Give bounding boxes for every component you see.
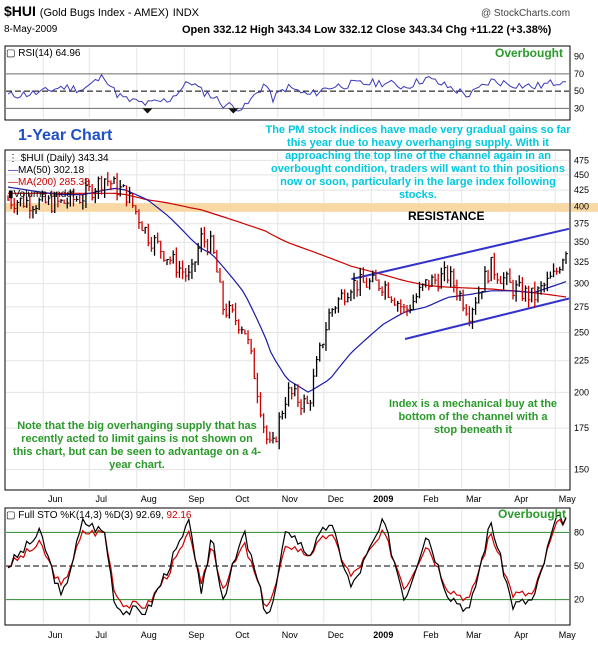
y-tick-label: 225	[574, 356, 589, 366]
x-tick-label-sto: Feb	[423, 630, 439, 640]
index-name: (Gold Bugs Index - AMEX)	[39, 7, 169, 19]
y-tick-label: 425	[574, 185, 589, 195]
x-tick-label: Aug	[141, 494, 157, 504]
x-tick-label-sto: Oct	[235, 630, 250, 640]
rsi-tick-label: 50	[574, 86, 584, 96]
sto-tick-label: 80	[574, 527, 584, 537]
rsi-line	[7, 73, 567, 112]
x-tick-label-sto: 2009	[373, 630, 393, 640]
rsi-tick-label: 30	[574, 103, 584, 113]
x-tick-label-sto: Jun	[48, 630, 63, 640]
rsi-oversold-marker	[142, 108, 153, 114]
sto-tick-label: 50	[574, 561, 584, 571]
symbol: $HUI	[4, 3, 36, 19]
x-tick-label-sto: Sep	[188, 630, 204, 640]
sto-tick-label: 20	[574, 595, 584, 605]
sto-label: ▢ Full STO %K(14,3) %D(3) 92.69, 92.16	[6, 510, 191, 521]
y-tick-label: 450	[574, 170, 589, 180]
x-tick-label: Jul	[95, 494, 107, 504]
y-tick-label: 325	[574, 257, 589, 267]
x-tick-label-sto: May	[559, 630, 577, 640]
x-tick-label-sto: Apr	[514, 630, 528, 640]
legend-volume: ▮Volume undef	[8, 189, 75, 200]
legend-ma50: —MA(50) 302.18	[8, 165, 85, 176]
y-tick-label: 275	[574, 302, 589, 312]
legend-ma200: —MA(200) 285.38	[8, 177, 90, 188]
x-tick-label: Apr	[514, 494, 528, 504]
rsi-overbought: Overbought	[495, 46, 563, 60]
x-tick-label: Jun	[48, 494, 63, 504]
x-tick-label-sto: Mar	[466, 630, 482, 640]
y-tick-label: 175	[574, 423, 589, 433]
y-tick-label: 150	[574, 464, 589, 474]
note-mechanical: Index is a mechanical buy at the bottom …	[388, 398, 558, 436]
sto-indicator-swatch: ▢	[6, 510, 16, 521]
symbol-title: $HUI (Gold Bugs Index - AMEX) INDX	[4, 3, 199, 19]
site-credit: @ StockCharts.com	[481, 8, 571, 19]
note-supply: Note that the big overhanging supply tha…	[12, 420, 262, 471]
rsi-panel	[4, 45, 571, 121]
x-tick-label: May	[559, 494, 577, 504]
rsi-oversold-marker	[228, 108, 239, 114]
x-tick-label: Sep	[188, 494, 204, 504]
ma50-swatch-icon: —	[8, 165, 18, 176]
x-tick-label-sto: Nov	[282, 630, 299, 640]
sto-value: Full STO %K(14,3) %D(3) 92.69,	[18, 510, 164, 521]
volume-swatch-icon: ▮	[8, 189, 14, 200]
x-tick-label: 2009	[373, 494, 393, 504]
rsi-indicator-swatch: ▢	[6, 48, 16, 59]
channel-lower-line	[404, 297, 570, 340]
x-tick-label: Nov	[282, 494, 299, 504]
rsi-tick-label: 70	[574, 69, 584, 79]
x-tick-label: Oct	[235, 494, 250, 504]
rsi-value: RSI(14) 64.96	[18, 48, 81, 59]
sto-k-line	[7, 514, 567, 616]
x-tick-label-sto: Aug	[141, 630, 157, 640]
ohlc-line: Open 332.12 High 343.34 Low 332.12 Close…	[182, 24, 552, 36]
chart-date: 8-May-2009	[4, 24, 58, 35]
resistance-label: RESISTANCE	[408, 209, 485, 223]
x-tick-label-sto: Dec	[328, 630, 345, 640]
ma200-swatch-icon: —	[8, 177, 18, 188]
sto-d-value: 92.16	[166, 510, 192, 521]
y-tick-label: 200	[574, 387, 589, 397]
x-tick-label: Feb	[423, 494, 439, 504]
y-tick-label: 400	[574, 201, 589, 211]
y-tick-label: 375	[574, 219, 589, 229]
exchange: INDX	[172, 7, 199, 19]
rsi-label: ▢ RSI(14) 64.96	[6, 48, 81, 59]
y-tick-label: 300	[574, 279, 589, 289]
y-tick-label: 350	[574, 237, 589, 247]
ohlc-icon: ⋮	[8, 153, 18, 164]
rsi-tick-label: 90	[574, 52, 584, 62]
channel-upper-line	[351, 227, 570, 281]
chart-title: 1-Year Chart	[18, 127, 113, 144]
y-tick-label: 250	[574, 327, 589, 337]
x-tick-label: Mar	[466, 494, 482, 504]
x-tick-label: Dec	[328, 494, 345, 504]
price-legend: ⋮ $HUI (Daily) 343.34 —MA(50) 302.18 —MA…	[8, 153, 109, 201]
x-tick-label-sto: Jul	[95, 630, 107, 640]
note-top: The PM stock indices have made very grad…	[265, 124, 571, 201]
legend-hui: ⋮ $HUI (Daily) 343.34	[8, 153, 109, 164]
resistance-band	[6, 203, 569, 212]
sto-d-line	[7, 517, 567, 610]
sto-overbought: Overbought	[498, 507, 566, 521]
resistance-axis-band	[571, 203, 598, 212]
y-tick-label: 475	[574, 155, 589, 165]
